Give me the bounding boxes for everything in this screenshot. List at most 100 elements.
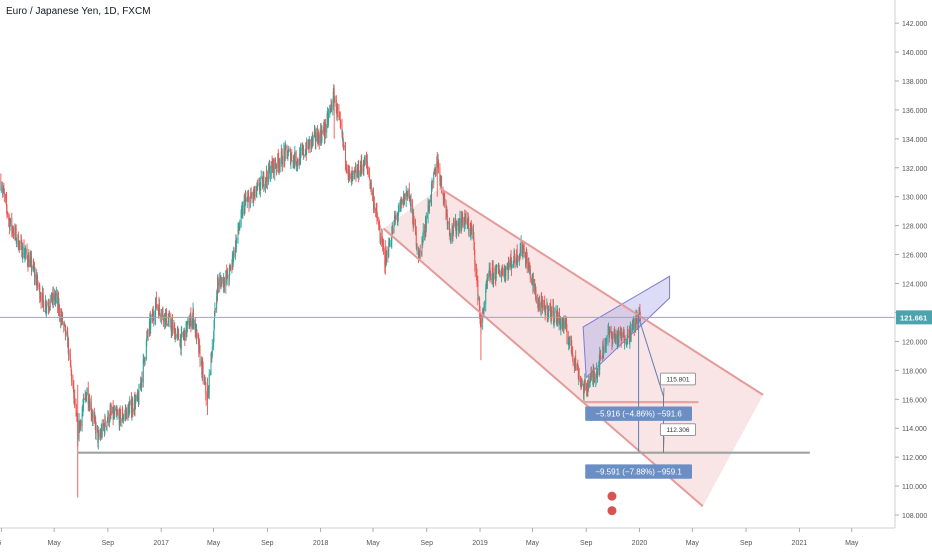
- candle-body: [508, 262, 509, 268]
- candle-body: [527, 259, 528, 270]
- candle-body: [28, 256, 29, 266]
- chart-title: Euro / Japanese Yen, 1D, FXCM: [6, 6, 151, 17]
- candle-body: [429, 200, 430, 211]
- x-tick-label: May: [48, 540, 62, 547]
- candle-body: [631, 329, 632, 339]
- candle-body: [557, 312, 558, 324]
- measurement-label-2-text: −9.591 (−7.88%) −959.1: [595, 467, 682, 476]
- candle-body: [97, 425, 98, 430]
- candle-body: [349, 172, 350, 174]
- candle-body: [50, 299, 51, 307]
- candle-body: [398, 205, 399, 213]
- candle-body: [456, 225, 457, 230]
- candle-body: [157, 306, 158, 307]
- x-tick-label: 2017: [153, 540, 169, 547]
- candle-body: [239, 226, 240, 229]
- candle-body: [111, 412, 112, 413]
- candle-body: [10, 218, 11, 223]
- candle-body: [285, 147, 286, 148]
- candle-body: [242, 206, 243, 216]
- candle-body: [178, 332, 179, 340]
- y-tick-label: 124.000: [902, 282, 927, 289]
- candle-body: [553, 307, 554, 322]
- candle-body: [71, 371, 72, 381]
- candle-body: [304, 155, 305, 156]
- candle-body: [148, 333, 149, 334]
- candle-body: [618, 333, 619, 342]
- candle-body: [62, 315, 63, 324]
- candle-body: [524, 248, 525, 257]
- candle-body: [249, 197, 250, 207]
- candle-body: [371, 182, 372, 192]
- candle-body: [16, 241, 17, 242]
- x-tick-label: 2020: [632, 540, 648, 547]
- candle-body: [169, 316, 170, 317]
- candle-body: [282, 164, 283, 165]
- candle-body: [484, 305, 485, 308]
- candle-body: [110, 410, 111, 419]
- candle-body: [263, 178, 264, 186]
- candle-body: [585, 381, 586, 383]
- x-tick-label: Sep: [102, 540, 115, 547]
- candle-body: [597, 370, 598, 376]
- candle-body: [214, 316, 215, 327]
- y-tick-label: 108.000: [902, 513, 927, 520]
- candle-body: [496, 267, 497, 269]
- candle-body: [34, 274, 35, 278]
- candle-body: [395, 217, 396, 218]
- candle-body: [41, 298, 42, 302]
- candle-body: [171, 324, 172, 331]
- candle-body: [322, 132, 323, 133]
- candle-body: [117, 413, 118, 414]
- candle-body: [245, 198, 246, 201]
- candle-body: [267, 177, 268, 182]
- candle-body: [264, 187, 265, 188]
- level-label-112: 112.306: [660, 424, 695, 436]
- candle-body: [505, 269, 506, 275]
- candle-body: [59, 305, 60, 315]
- candle-body: [414, 216, 415, 219]
- x-tick-label: May: [845, 540, 859, 547]
- candle-body: [44, 311, 45, 312]
- level-label-112-text: 112.306: [666, 427, 689, 434]
- level-label-115-text: 115.801: [666, 376, 689, 383]
- candle-body: [43, 301, 44, 311]
- candle-body: [159, 303, 160, 309]
- candle-body: [325, 124, 326, 133]
- candle-body: [392, 229, 393, 233]
- candle-body: [536, 301, 537, 302]
- candle-body: [346, 169, 347, 170]
- candle-body: [172, 322, 173, 331]
- candle-body: [65, 325, 66, 335]
- candle-body: [86, 395, 87, 401]
- candle-body: [515, 260, 516, 262]
- candle-body: [200, 349, 201, 364]
- candle-body: [582, 384, 583, 385]
- candle-body: [559, 315, 560, 320]
- x-tick-label: Sep: [421, 540, 434, 547]
- candle-body: [622, 333, 623, 337]
- channel-fill: [384, 188, 764, 506]
- y-tick-label: 110.000: [902, 484, 927, 491]
- candle-body: [270, 173, 271, 177]
- candle-body: [409, 190, 410, 198]
- candle-body: [142, 379, 143, 383]
- x-tick-label: 2021: [792, 540, 808, 547]
- candle-body: [227, 272, 228, 279]
- candle-body: [349, 174, 350, 175]
- candle-body: [444, 197, 445, 201]
- candle-body: [327, 114, 328, 125]
- candle-body: [72, 381, 73, 387]
- candle-body: [411, 201, 412, 207]
- candle-body: [233, 251, 234, 260]
- y-tick-label: 116.000: [902, 397, 927, 404]
- candle-body: [383, 246, 384, 249]
- candle-body: [138, 388, 139, 404]
- candle-body: [276, 166, 277, 168]
- candle-body: [475, 264, 476, 270]
- candle-body: [426, 218, 427, 230]
- measurement-label-1: −5.916 (−4.86%) −591.6: [585, 407, 692, 421]
- candle-body: [261, 177, 262, 178]
